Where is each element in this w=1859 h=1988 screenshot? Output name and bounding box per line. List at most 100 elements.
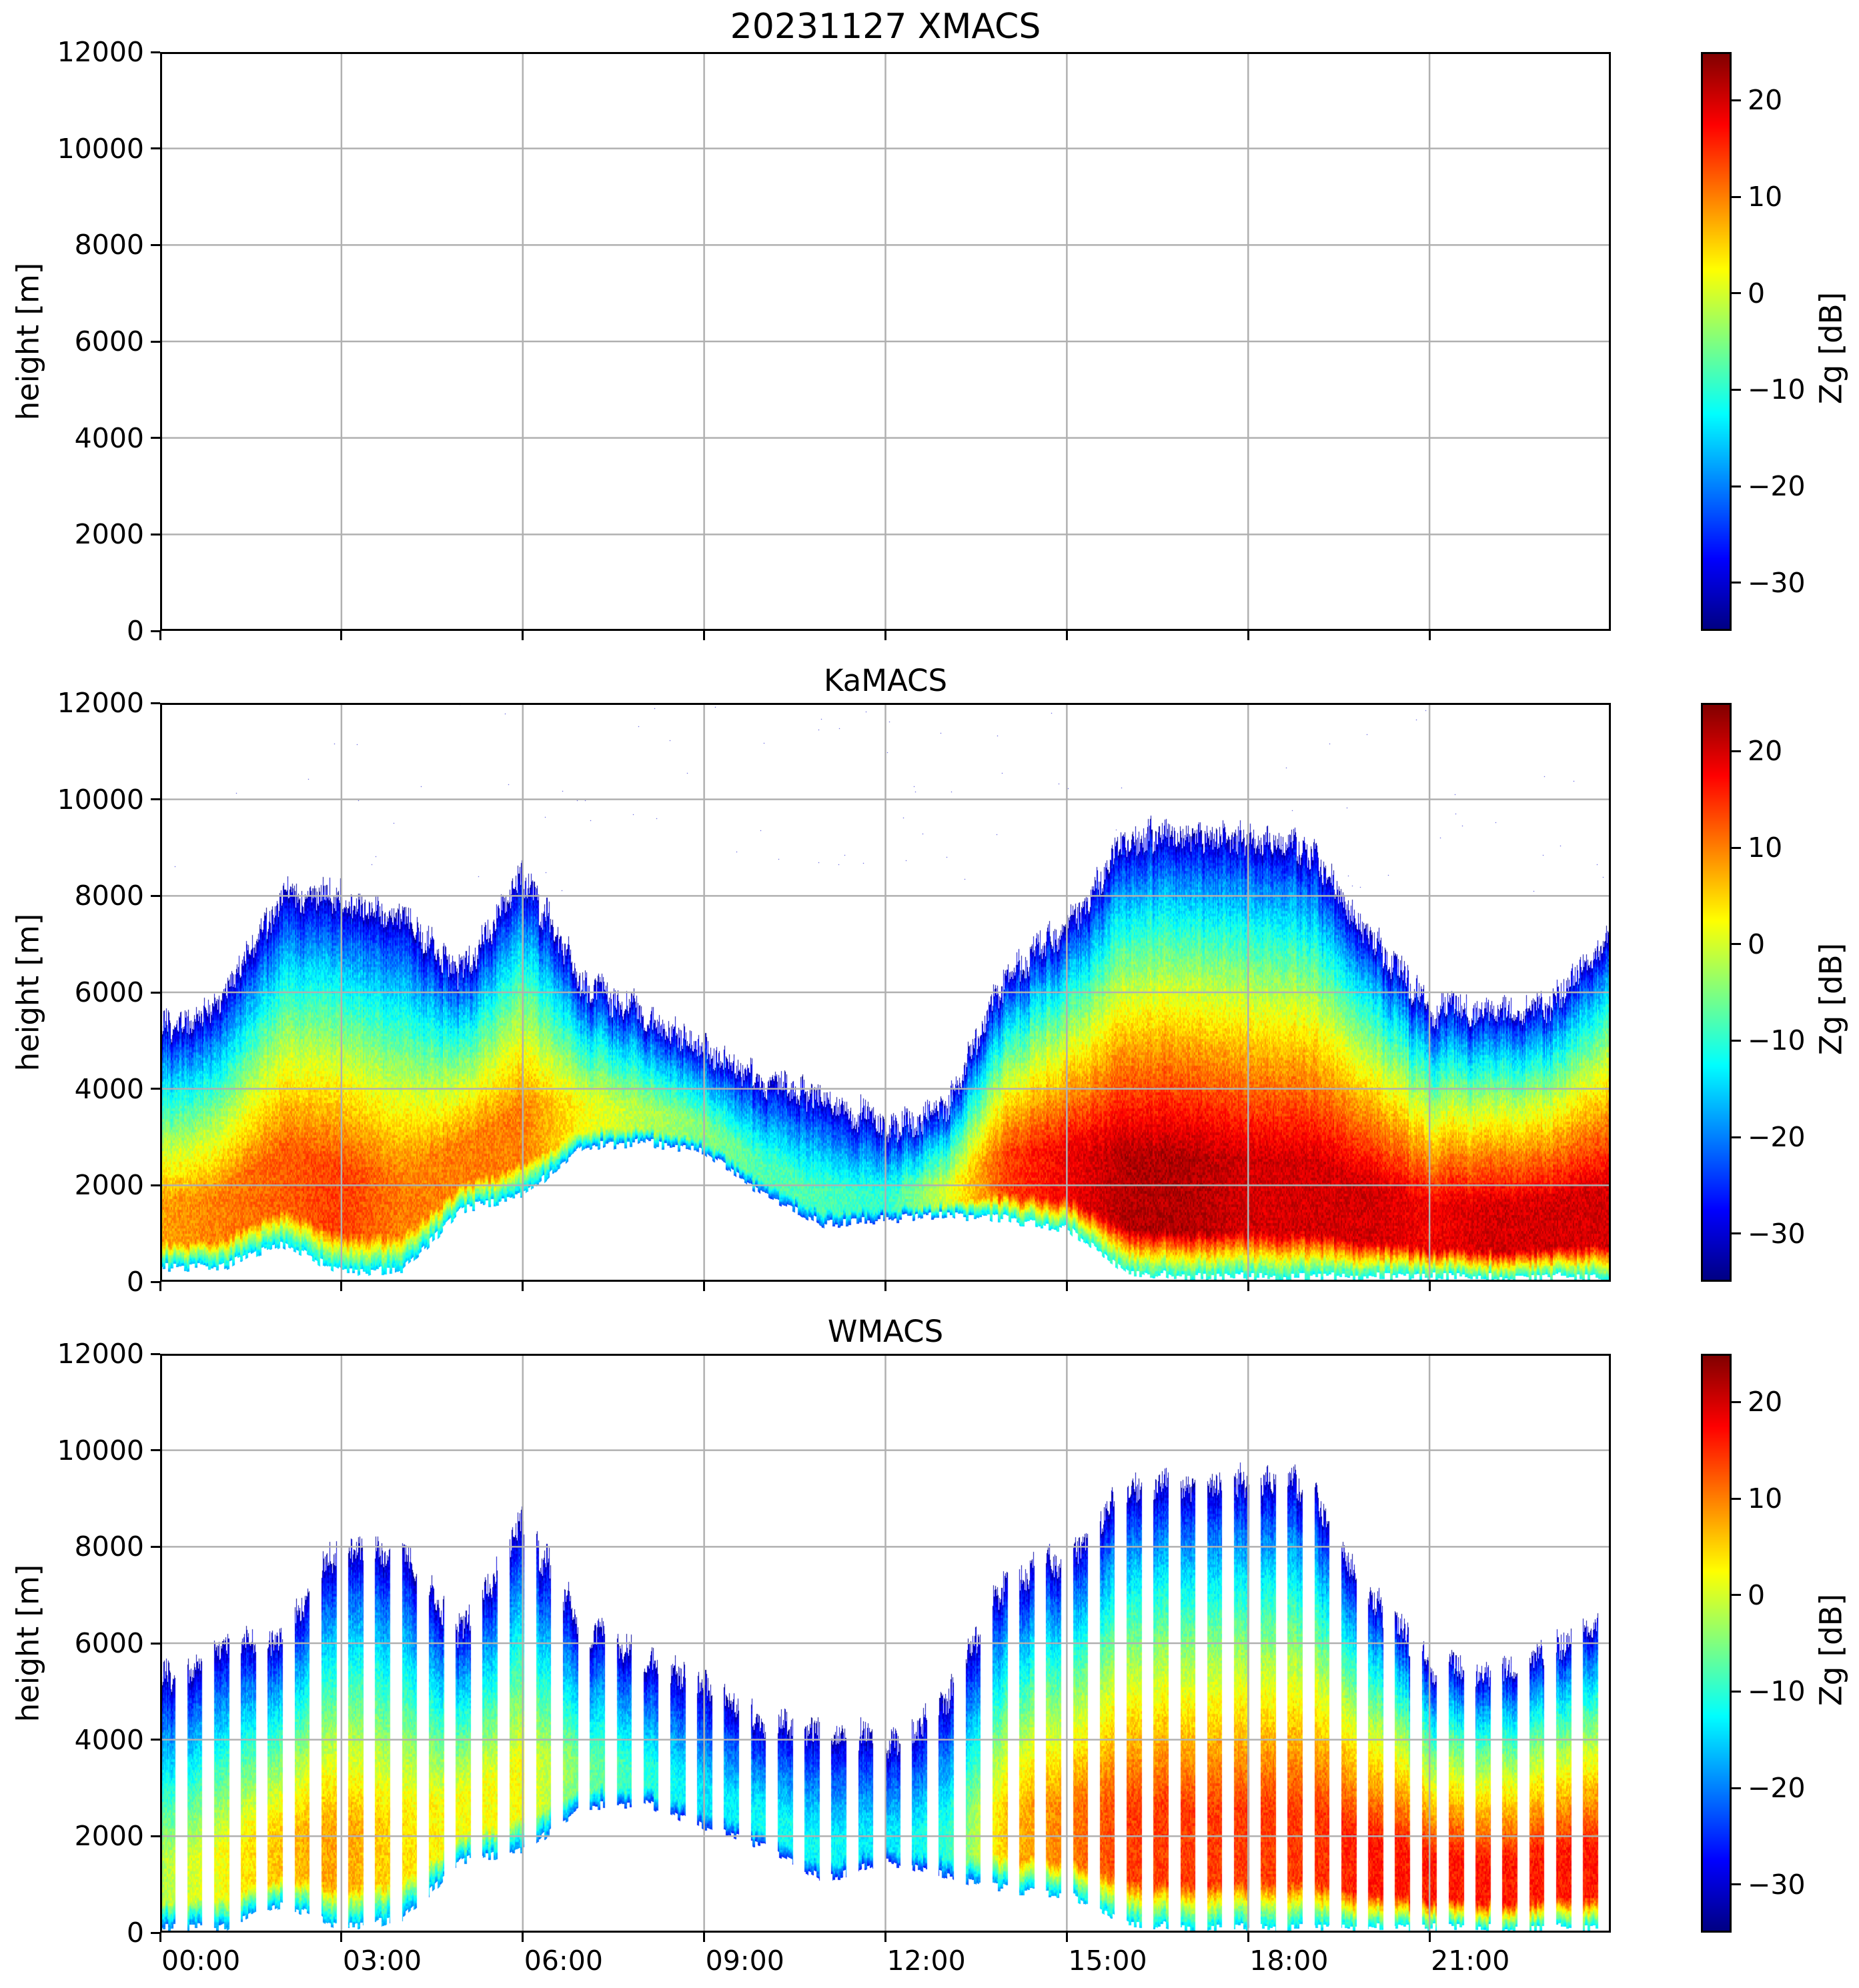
y-tick-mark (151, 437, 160, 439)
y-tick-mark (151, 1642, 160, 1645)
panel-wmacs-y-axis-label: height [m] (10, 1564, 46, 1723)
x-tick-mark (522, 1933, 524, 1942)
panel-xmacs-axes-frame (160, 52, 1611, 631)
x-tick-mark (1247, 1282, 1249, 1291)
x-tick-label: 15:00 (1068, 1945, 1147, 1977)
y-tick-label: 10000 (57, 1434, 144, 1466)
colorbar-tick-mark (1732, 1136, 1741, 1138)
colorbar-tick-label: −10 (1748, 373, 1806, 406)
panel-wmacs-colorbar-label: Zg [dB] (1813, 1593, 1849, 1707)
y-tick-label: 8000 (74, 229, 144, 261)
x-tick-mark (1065, 1282, 1068, 1291)
colorbar-tick-label: 20 (1748, 1386, 1783, 1418)
colorbar-tick-mark (1732, 388, 1741, 391)
y-tick-mark (151, 51, 160, 53)
x-tick-mark (884, 1933, 886, 1942)
y-tick-mark (151, 340, 160, 343)
y-tick-label: 0 (126, 615, 144, 647)
panel-xmacs-colorbar-gradient (1701, 52, 1732, 631)
y-tick-mark (151, 991, 160, 994)
y-tick-mark (151, 894, 160, 897)
colorbar-tick-label: −20 (1748, 1772, 1806, 1804)
colorbar-tick-label: 0 (1748, 928, 1766, 960)
colorbar-tick-mark (1732, 99, 1741, 101)
x-tick-mark (159, 1282, 161, 1291)
y-tick-mark (151, 798, 160, 801)
colorbar-tick-mark (1732, 582, 1741, 584)
y-tick-label: 6000 (74, 976, 144, 1008)
colorbar-tick-mark (1732, 750, 1741, 752)
x-tick-mark (1428, 631, 1431, 640)
colorbar-tick-label: −20 (1748, 470, 1806, 502)
y-tick-label: 2000 (74, 1820, 144, 1853)
colorbar-tick-label: 0 (1748, 1579, 1766, 1611)
y-tick-mark (151, 1184, 160, 1186)
colorbar-tick-mark (1732, 846, 1741, 849)
x-tick-label: 21:00 (1431, 1945, 1510, 1977)
x-tick-label: 18:00 (1249, 1945, 1329, 1977)
colorbar-tick-label: 10 (1748, 1482, 1783, 1515)
panel-kamacs-grid (160, 703, 1611, 1282)
panel-kamacs-title: KaMACS (823, 663, 948, 698)
y-tick-mark (151, 1545, 160, 1548)
panel-wmacs-colorbar-frame (1701, 1354, 1732, 1933)
colorbar-tick-mark (1732, 1883, 1741, 1886)
x-tick-mark (884, 1282, 886, 1291)
colorbar-tick-label: −30 (1748, 1868, 1806, 1901)
y-tick-label: 12000 (57, 1338, 144, 1370)
colorbar-tick-label: 20 (1748, 84, 1783, 117)
y-tick-mark (151, 630, 160, 632)
y-tick-label: 10000 (57, 132, 144, 165)
y-tick-label: 12000 (57, 687, 144, 719)
x-tick-mark (703, 1933, 706, 1942)
panel-wmacs-axes-frame (160, 1354, 1611, 1933)
colorbar-tick-label: −10 (1748, 1024, 1806, 1057)
x-tick-mark (522, 631, 524, 640)
x-tick-mark (703, 1282, 706, 1291)
colorbar-tick-label: 20 (1748, 735, 1783, 768)
x-tick-mark (1065, 631, 1068, 640)
x-tick-mark (340, 1282, 343, 1291)
colorbar-tick-mark (1732, 1039, 1741, 1042)
x-tick-mark (1065, 1933, 1068, 1942)
y-tick-mark (151, 533, 160, 536)
colorbar-tick-label: −30 (1748, 1217, 1806, 1250)
y-tick-label: 2000 (74, 1169, 144, 1202)
x-tick-mark (340, 1933, 343, 1942)
panel-xmacs-y-axis-label: height [m] (10, 262, 46, 421)
panel-wmacs-title: WMACS (827, 1314, 944, 1349)
colorbar-tick-label: −10 (1748, 1675, 1806, 1708)
panel-wmacs-colorbar-gradient (1701, 1354, 1732, 1933)
panel-kamacs-colorbar-gradient (1701, 703, 1732, 1282)
colorbar-tick-mark (1732, 1787, 1741, 1789)
x-tick-label: 09:00 (705, 1945, 784, 1977)
y-tick-mark (151, 1352, 160, 1355)
colorbar-tick-label: −20 (1748, 1121, 1806, 1153)
x-tick-mark (884, 631, 886, 640)
x-tick-mark (1247, 1933, 1249, 1942)
x-tick-mark (159, 1933, 161, 1942)
y-tick-mark (151, 702, 160, 704)
panel-xmacs-grid (160, 52, 1611, 631)
y-tick-mark (151, 1931, 160, 1934)
x-tick-mark (340, 631, 343, 640)
panel-kamacs-axes-frame (160, 703, 1611, 1282)
y-tick-mark (151, 1835, 160, 1837)
y-tick-label: 0 (126, 1917, 144, 1949)
x-tick-mark (1247, 631, 1249, 640)
colorbar-tick-mark (1732, 1690, 1741, 1693)
panel-kamacs-y-axis-label: height [m] (10, 913, 46, 1072)
y-tick-mark (151, 1088, 160, 1090)
panel-kamacs-colorbar-label: Zg [dB] (1813, 942, 1849, 1056)
x-tick-label: 03:00 (342, 1945, 422, 1977)
x-tick-mark (159, 631, 161, 640)
y-tick-label: 4000 (74, 1072, 144, 1105)
colorbar-tick-mark (1732, 485, 1741, 487)
x-tick-label: 00:00 (161, 1945, 241, 1977)
colorbar-tick-label: −30 (1748, 566, 1806, 599)
y-tick-mark (151, 1739, 160, 1741)
x-tick-mark (1428, 1933, 1431, 1942)
panel-kamacs-colorbar-frame (1701, 703, 1732, 1282)
y-tick-label: 2000 (74, 518, 144, 551)
colorbar-tick-mark (1732, 195, 1741, 198)
